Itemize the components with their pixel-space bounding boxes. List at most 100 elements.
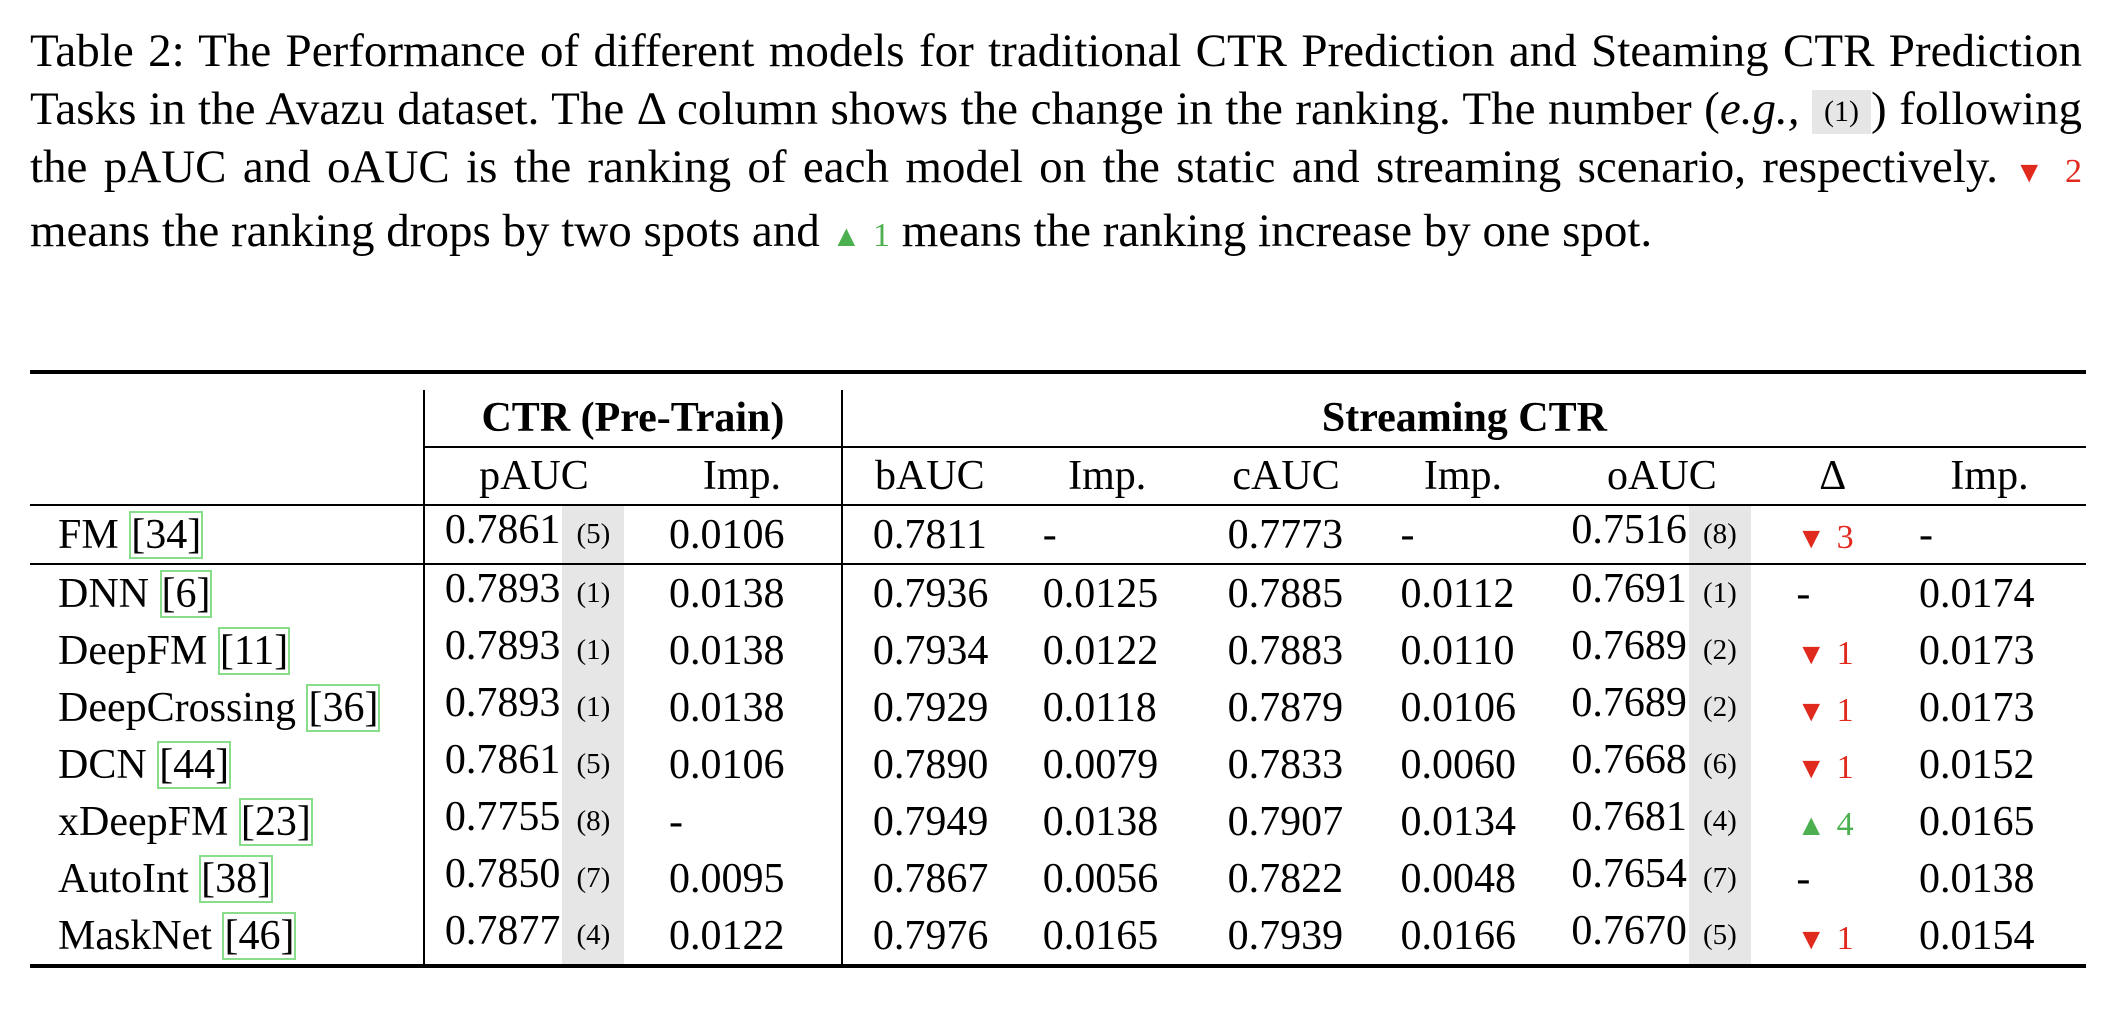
citation-link[interactable]: [36] [306, 683, 381, 732]
citation-link[interactable]: [11] [217, 626, 291, 675]
pauc-rank-badge: (4) [562, 907, 625, 964]
imp-pretrain-cell: 0.0106 [668, 741, 785, 788]
pauc-rank-badge: (7) [562, 850, 625, 907]
col-header-imp-cauc: Imp. [1374, 446, 1552, 506]
cauc-cell: 0.7907 [1227, 798, 1344, 845]
caption-drop-triangle-icon: ▼ [2014, 156, 2049, 189]
pauc-rank-badge: (5) [562, 506, 625, 563]
pauc-rank-badge: (1) [562, 565, 625, 622]
imp-bauc-cell: - [1016, 505, 1198, 565]
pauc-cell: 0.7877 (4) [422, 907, 643, 966]
oauc-rank-badge: (7) [1688, 850, 1751, 907]
imp-oauc-cell: 0.0138 [1919, 855, 2035, 902]
imp-cauc-cell: 0.0166 [1400, 912, 1517, 959]
table-body: FM [34] 0.7861 (5) 0.0106 0.7811-0.7773-0.75… [30, 505, 2086, 966]
oauc-cell: 0.7668 (6) [1551, 736, 1772, 793]
delta-value: 4 [1836, 805, 1854, 843]
caption-rise-value: 1 [872, 217, 890, 254]
table-caption: Table 2: The Performance of different mo… [30, 22, 2082, 266]
pauc-value: 0.7850 [444, 851, 561, 897]
bauc-cell: 0.7949 [840, 793, 1017, 850]
imp-cauc-cell: 0.0060 [1400, 741, 1517, 788]
col-header-oauc: oAUC [1551, 446, 1773, 506]
caption-example-rank: (1) [1812, 90, 1872, 134]
bauc-cell: 0.7867 [840, 850, 1017, 907]
imp-cauc-cell: - [1374, 505, 1552, 565]
citation-link[interactable]: [6] [159, 569, 213, 618]
delta-cell: ▼ 1 [1772, 907, 1893, 966]
model-name-cell: MaskNet [46] [30, 907, 424, 966]
oauc-cell: 0.7516 (8) [1551, 505, 1773, 565]
imp-pretrain-cell: 0.0106 [642, 505, 842, 565]
table-row: DeepFM [11] 0.7893 (1) 0.0138 0.7934 0.0122 0.… [30, 622, 2086, 679]
table-row: DCN [44] 0.7861 (5) 0.0106 0.7890 0.0079 0.783… [30, 736, 2086, 793]
table-row: DeepCrossing [36] 0.7893 (1) 0.0138 0.7929 0.… [30, 679, 2086, 736]
pauc-value: 0.7893 [444, 680, 561, 726]
delta-triangle-icon: ▲ [1796, 808, 1827, 842]
delta-cell: ▼ 3 [1772, 505, 1893, 565]
cauc-cell: 0.7879 [1227, 684, 1344, 731]
pauc-value: 0.7861 [444, 737, 561, 783]
oauc-value: 0.7689 [1571, 623, 1687, 669]
cauc-cell: 0.7833 [1227, 741, 1344, 788]
delta-cell: - [1772, 564, 1893, 622]
citation-link[interactable]: [23] [238, 797, 313, 846]
pauc-cell: 0.7893 (1) [422, 622, 643, 679]
oauc-rank-badge: (8) [1688, 506, 1751, 563]
pauc-value: 0.7893 [444, 566, 561, 612]
bauc-cell: 0.7890 [840, 736, 1017, 793]
results-table: CTR (Pre-Train) Streaming CTR pAUC Imp. … [30, 370, 2086, 972]
delta-triangle-icon: ▼ [1796, 922, 1827, 956]
model-name: AutoInt [58, 855, 189, 902]
col-header-imp-bauc: Imp. [1016, 446, 1198, 506]
delta-value: 3 [1836, 518, 1854, 556]
caption-text-1: Table 2: The Performance of different mo… [30, 25, 2082, 135]
oauc-rank-badge: (5) [1688, 907, 1751, 964]
caption-text-2: ) following the pAUC and oAUC is the ran… [30, 83, 2083, 193]
delta-cell: ▲ 4 [1772, 793, 1893, 850]
model-name: DeepCrossing [58, 684, 296, 731]
oauc-rank-badge: (4) [1688, 793, 1751, 850]
cauc-cell: 0.7822 [1227, 855, 1344, 902]
model-name: DeepFM [58, 627, 208, 674]
citation-link[interactable]: [44] [157, 740, 232, 789]
model-name-cell: DeepCrossing [36] [30, 679, 424, 736]
oauc-cell: 0.7670 (5) [1551, 907, 1772, 966]
pauc-cell: 0.7861 (5) [422, 736, 643, 793]
delta-cell: ▼ 1 [1772, 736, 1893, 793]
delta-triangle-icon: ▼ [1796, 637, 1827, 671]
citation-link[interactable]: [38] [199, 854, 274, 903]
results-table-container: CTR (Pre-Train) Streaming CTR pAUC Imp. … [30, 370, 2086, 972]
delta-value: 1 [1836, 691, 1854, 729]
group-header-row: CTR (Pre-Train) Streaming CTR [30, 390, 2086, 447]
bauc-cell: 0.7929 [840, 679, 1017, 736]
imp-pretrain-cell: - [668, 798, 683, 845]
model-name-cell: xDeepFM [23] [30, 793, 424, 850]
citation-link[interactable]: [46] [222, 911, 297, 960]
imp-bauc-cell: 0.0165 [1042, 912, 1159, 959]
pauc-value: 0.7755 [444, 794, 561, 840]
pauc-value: 0.7861 [444, 507, 561, 553]
column-header-row: pAUC Imp. bAUC Imp. cAUC Imp. oAUC Δ Imp… [30, 446, 2086, 506]
oauc-rank-badge: (2) [1688, 679, 1751, 736]
caption-eg: e.g., [1719, 83, 1800, 135]
imp-oauc-cell: - [1893, 505, 2086, 565]
bauc-cell: 0.7976 [840, 907, 1017, 966]
col-header-imp-oauc: Imp. [1893, 446, 2086, 506]
imp-pretrain-cell: 0.0138 [668, 570, 785, 617]
cauc-cell: 0.7773 [1197, 505, 1375, 565]
pauc-cell: 0.7755 (8) [422, 793, 643, 850]
bauc-cell: 0.7934 [840, 622, 1017, 679]
pauc-cell: 0.7893 (1) [422, 564, 643, 622]
model-name-cell: AutoInt [38] [30, 850, 424, 907]
pauc-rank-badge: (1) [562, 679, 625, 736]
citation-link[interactable]: [34] [129, 510, 204, 559]
model-name: xDeepFM [58, 798, 229, 845]
model-name: MaskNet [58, 912, 212, 959]
model-name: FM [58, 511, 119, 558]
table-row: DNN [6] 0.7893 (1) 0.0138 0.7936 0.0125 0.7885… [30, 564, 2086, 622]
imp-cauc-cell: 0.0110 [1400, 627, 1515, 674]
pauc-rank-badge: (8) [562, 793, 625, 850]
oauc-rank-badge: (6) [1688, 736, 1751, 793]
oauc-value: 0.7668 [1571, 737, 1687, 783]
